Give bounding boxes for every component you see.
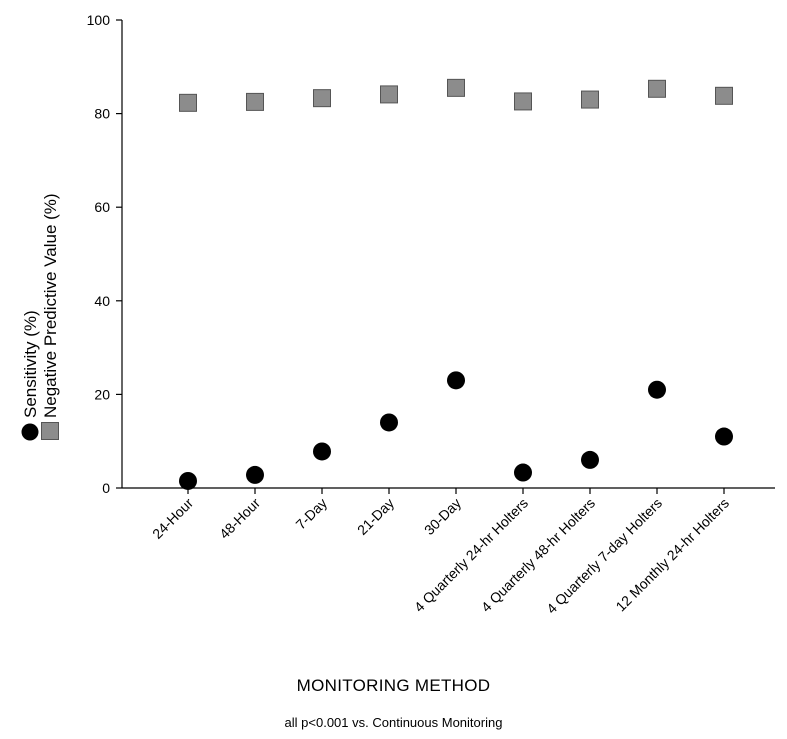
y-ticks: 0 20 40 60 80 100 xyxy=(87,12,122,496)
series-npv xyxy=(179,78,733,112)
npv-point xyxy=(447,78,465,97)
sensitivity-point xyxy=(246,465,264,484)
x-tick-label: 48-Hour xyxy=(216,495,263,542)
y-tick-label: 40 xyxy=(94,293,110,309)
axes xyxy=(121,20,775,489)
series-sensitivity xyxy=(179,371,733,490)
npv-point xyxy=(648,79,666,98)
npv-point xyxy=(313,89,331,108)
sensitivity-point xyxy=(179,471,197,490)
sensitivity-point xyxy=(648,380,666,399)
x-tick-label: 7-Day xyxy=(292,495,330,533)
npv-point xyxy=(715,86,733,105)
npv-point xyxy=(514,92,532,111)
npv-point xyxy=(246,92,264,111)
sensitivity-point xyxy=(715,427,733,446)
npv-point xyxy=(179,93,197,112)
y-tick-label: 0 xyxy=(102,480,110,496)
x-tick-label: 24-Hour xyxy=(149,495,196,542)
y-tick-label: 100 xyxy=(87,12,111,28)
x-tick-label: 4 Quarterly 24-hr Holters xyxy=(411,495,531,615)
sensitivity-point xyxy=(514,463,532,482)
x-axis-title: MONITORING METHOD xyxy=(296,676,491,695)
sensitivity-point xyxy=(380,413,398,432)
npv-point xyxy=(380,85,398,104)
y-tick-label: 20 xyxy=(94,386,110,402)
npv-point xyxy=(581,90,599,109)
sensitivity-point xyxy=(313,442,331,461)
significance-note: all p<0.001 vs. Continuous Monitoring xyxy=(284,715,503,730)
x-tick-label: 12 Monthly 24-hr Holters xyxy=(612,495,732,615)
x-tick-label: 30-Day xyxy=(421,495,464,538)
sensitivity-point xyxy=(447,371,465,390)
y-tick-label: 60 xyxy=(94,199,110,215)
y-label-npv: Negative Predictive Value (%) xyxy=(41,193,60,418)
x-tick-label: 4 Quarterly 7-day Holters xyxy=(543,495,665,617)
data-series xyxy=(179,78,733,490)
x-tick-label: 4 Quarterly 48-hr Holters xyxy=(478,495,598,615)
legend-circle-marker xyxy=(21,423,39,441)
legend-square-marker xyxy=(41,422,59,440)
x-tick-label: 21-Day xyxy=(354,495,397,538)
y-label-sensitivity: Sensitivity (%) xyxy=(21,310,40,418)
sensitivity-point xyxy=(581,450,599,469)
y-tick-label: 80 xyxy=(94,106,110,122)
y-axis-label: Sensitivity (%) Negative Predictive Valu… xyxy=(21,193,60,441)
